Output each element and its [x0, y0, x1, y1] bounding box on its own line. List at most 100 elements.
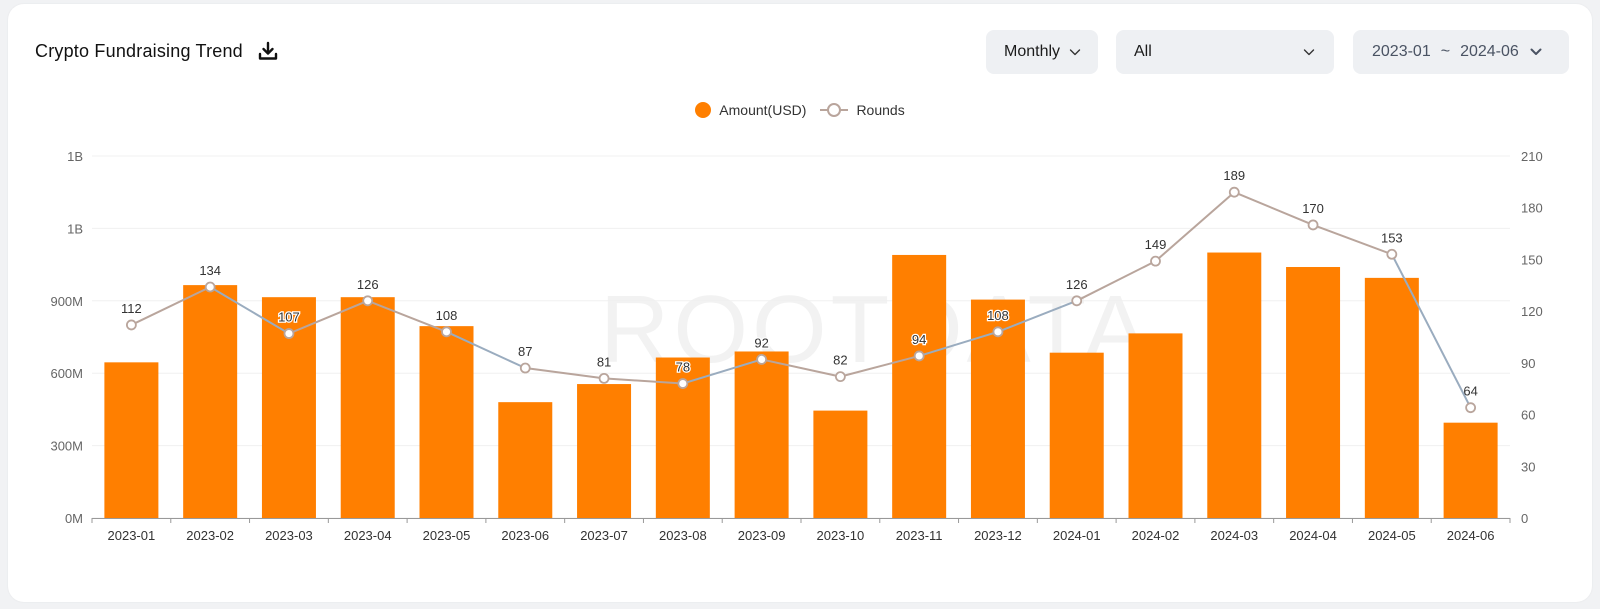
rounds-value-label: 112 [121, 301, 142, 316]
rounds-value-label: 153 [1381, 230, 1403, 245]
rounds-value-label: 92 [754, 335, 768, 350]
right-axis: 0 30 60 90 120 150 180 210 [1521, 149, 1543, 526]
line-point-2023-02[interactable] [204, 281, 216, 293]
x-tick-label: 2023-07 [580, 528, 628, 543]
download-icon[interactable] [257, 40, 279, 62]
line-point-2023-10[interactable] [834, 371, 846, 383]
bar-2023-11[interactable] [892, 254, 947, 519]
line-point-2023-06[interactable] [519, 362, 531, 374]
period-select[interactable]: Monthly [986, 30, 1098, 74]
chevron-down-icon [1302, 45, 1316, 59]
rounds-value-label: 189 [1223, 168, 1245, 183]
bar-2024-03[interactable] [1207, 252, 1262, 519]
line-segment [761, 358, 841, 378]
x-tick-label: 2024-04 [1289, 528, 1337, 543]
left-tick-label: 1B [67, 221, 83, 236]
bar-2024-04[interactable] [1286, 267, 1341, 518]
rounds-value-label: 81 [597, 354, 611, 369]
x-tick-label: 2023-04 [344, 528, 392, 543]
line-segment [209, 286, 290, 335]
left-tick-label: 1B [67, 149, 83, 164]
rounds-value-label: 149 [1145, 237, 1167, 252]
line-point-2024-02[interactable] [1150, 255, 1161, 267]
rounds-value-label: 78 [676, 360, 690, 375]
line-segment [997, 299, 1078, 333]
x-tick-label: 2023-12 [974, 528, 1022, 543]
line-segment [525, 367, 605, 380]
line-segment [1233, 191, 1314, 226]
x-tick-label: 2023-11 [896, 528, 943, 543]
line-segment [1312, 224, 1393, 256]
rounds-value-label: 107 [278, 310, 300, 325]
rounds-value-label: 126 [1066, 277, 1088, 292]
category-select[interactable]: All [1116, 30, 1334, 74]
category-select-value: All [1134, 43, 1152, 60]
bar-series [104, 252, 1498, 519]
line-series [125, 186, 1477, 414]
rounds-value-label: 134 [199, 263, 221, 278]
line-point-2023-09[interactable] [756, 354, 768, 365]
x-tick-label: 2023-03 [265, 528, 313, 543]
chart-legend: Amount(USD) Rounds [0, 102, 1600, 118]
date-range-picker[interactable]: 2023-01 ~ 2024-06 [1353, 30, 1569, 74]
left-tick-label: 900M [50, 294, 83, 309]
rounds-value-label: 108 [436, 308, 458, 323]
line-point-2024-06[interactable] [1465, 402, 1477, 414]
line-point-2023-03[interactable] [283, 328, 295, 339]
period-select-value: Monthly [1004, 43, 1061, 60]
line-segment [1154, 191, 1235, 262]
rounds-value-label: 126 [357, 277, 379, 292]
bar-2023-07[interactable] [577, 384, 632, 518]
x-tick-label: 2024-01 [1053, 528, 1101, 543]
bar-2023-05[interactable] [419, 326, 474, 518]
x-tick-label: 2023-09 [738, 528, 786, 543]
line-segment [288, 299, 369, 335]
bar-2024-02[interactable] [1128, 333, 1183, 518]
line-point-2023-11[interactable] [913, 350, 925, 362]
line-point-2024-05[interactable] [1386, 248, 1398, 260]
chevron-down-icon [1529, 45, 1543, 59]
range-end: 2024-06 [1460, 43, 1519, 60]
x-tick-label: 2023-06 [501, 528, 549, 543]
legend-swatch-amount [695, 102, 712, 118]
legend-label-amount: Amount(USD) [719, 102, 807, 118]
line-point-2024-04[interactable] [1307, 219, 1319, 231]
right-tick-label: 150 [1521, 252, 1543, 267]
line-point-2024-03[interactable] [1228, 186, 1240, 198]
line-segment [1076, 260, 1156, 302]
rounds-value-label: 64 [1463, 384, 1477, 399]
rounds-value-label: 82 [833, 353, 847, 368]
line-segment [682, 358, 762, 385]
bar-2023-04[interactable] [340, 297, 395, 518]
line-point-2023-04[interactable] [362, 295, 374, 307]
right-tick-label: 90 [1521, 356, 1535, 371]
left-tick-label: 300M [50, 439, 83, 454]
right-tick-label: 210 [1521, 149, 1543, 164]
line-point-2023-05[interactable] [441, 326, 452, 338]
line-segment [367, 299, 447, 333]
right-tick-label: 30 [1521, 459, 1535, 474]
legend-item-amount[interactable]: Amount(USD) [695, 102, 806, 118]
rounds-value-label: 94 [912, 332, 926, 347]
right-tick-label: 120 [1521, 304, 1543, 319]
bar-2023-10[interactable] [813, 410, 868, 518]
line-point-2024-01[interactable] [1071, 295, 1083, 307]
line-segment [840, 354, 920, 378]
bar-2023-02[interactable] [183, 285, 238, 518]
x-tick-label: 2023-10 [817, 528, 865, 543]
line-point-2023-07[interactable] [598, 372, 610, 384]
bar-2023-06[interactable] [498, 402, 553, 518]
x-tick-label: 2024-03 [1210, 528, 1258, 543]
bar-2023-09[interactable] [734, 351, 789, 518]
line-point-2023-12[interactable] [992, 326, 1004, 338]
legend-item-rounds[interactable]: Rounds [820, 102, 905, 118]
line-point-2023-08[interactable] [677, 378, 689, 389]
bar-2024-01[interactable] [1049, 352, 1104, 518]
line-point-2023-01[interactable] [125, 319, 137, 331]
bar-2023-01[interactable] [104, 362, 159, 518]
right-tick-label: 0 [1521, 511, 1528, 526]
rounds-value-label: 170 [1302, 201, 1324, 216]
bar-2024-05[interactable] [1364, 277, 1419, 518]
bar-2024-06[interactable] [1443, 422, 1498, 518]
right-tick-label: 180 [1521, 201, 1543, 216]
